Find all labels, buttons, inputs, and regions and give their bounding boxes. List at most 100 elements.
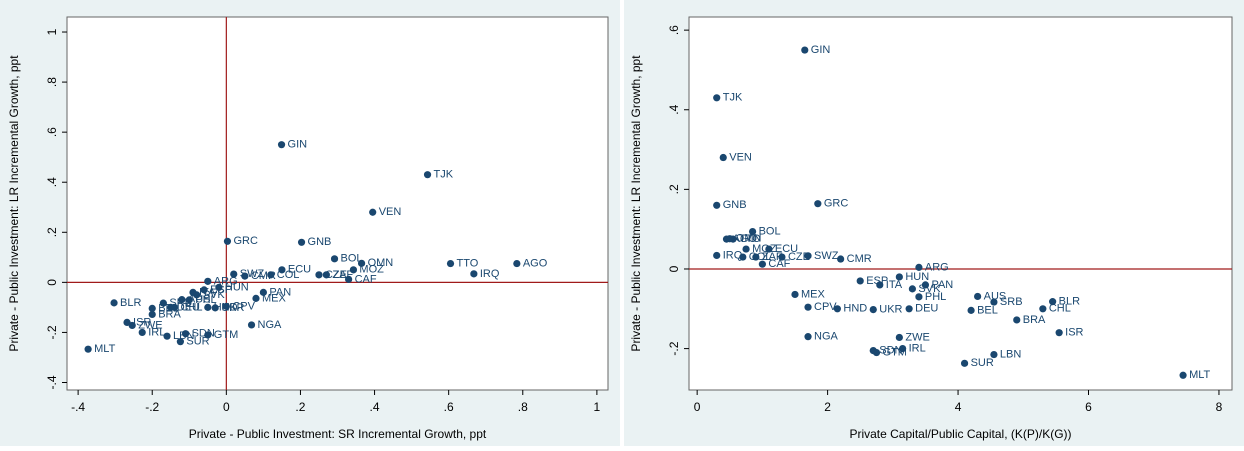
plot-area [688, 16, 1233, 391]
point [726, 235, 734, 243]
point [297, 238, 306, 246]
point [357, 259, 366, 267]
point [921, 281, 930, 289]
point [230, 270, 238, 278]
point [222, 302, 230, 310]
point-label: ZAF [762, 251, 783, 263]
point [369, 208, 377, 216]
point [742, 245, 750, 253]
point [110, 299, 118, 307]
x-tick-label: .2 [295, 400, 305, 414]
point-label: ZWE [905, 331, 929, 343]
point-label: CZE [788, 251, 810, 263]
point-label: ESP [210, 284, 232, 296]
x-axis-title: Private Capital/Public Capital, (K(P)/K(… [849, 427, 1071, 441]
point [895, 273, 903, 281]
point-label: CZE [325, 269, 347, 281]
point [758, 260, 766, 268]
point [778, 253, 786, 261]
y-axis-title: Private - Public Investment: LR Incremen… [7, 55, 21, 352]
point [960, 359, 969, 367]
point [128, 321, 136, 330]
y-tick-label: 0 [45, 279, 59, 286]
point-label: IRQ [723, 249, 743, 261]
point-label: HUN [905, 271, 929, 283]
point [899, 344, 907, 353]
point [833, 305, 841, 313]
point [159, 299, 167, 307]
point-label: OMN [736, 233, 762, 245]
point [178, 296, 186, 304]
point-label: SUR [971, 357, 994, 369]
x-axis-title: Private - Public Investment: SR Incremen… [189, 427, 487, 441]
point-label: SRB [1000, 296, 1023, 308]
point-label: VEN [379, 206, 402, 218]
x-tick-label: .6 [444, 400, 454, 414]
y-axis-title: Private - Public Investment: LR Incremen… [629, 55, 643, 352]
point-label: LBN [1000, 348, 1021, 360]
point [765, 245, 773, 253]
point [804, 303, 812, 311]
point-label: MLT [94, 343, 115, 355]
point-label: CHL [180, 301, 202, 313]
point-label: PHL [195, 294, 216, 306]
point-label: CAF [355, 273, 377, 285]
point [200, 286, 208, 294]
point-label: UKR [879, 303, 902, 315]
point [752, 253, 760, 261]
point-label: HND [214, 301, 238, 313]
point-label: BLR [120, 297, 141, 309]
x-tick-label: -.2 [145, 400, 159, 414]
point [223, 237, 232, 245]
point [470, 270, 478, 278]
point-label: PAN [269, 286, 291, 298]
point-label: PHL [925, 291, 946, 303]
plot-area [66, 16, 609, 391]
point-label: SUR [186, 336, 209, 348]
point [185, 296, 193, 304]
point [837, 255, 845, 263]
point [804, 333, 812, 341]
y-tick-label: .8 [45, 77, 59, 87]
point [804, 252, 812, 260]
point-label: IRQ [480, 268, 500, 280]
point-label: GRC [233, 235, 258, 247]
point-label: GNB [723, 199, 747, 211]
point-label: PAN [931, 279, 953, 291]
y-tick-label: .4 [667, 104, 681, 114]
point-label: NGA [258, 319, 283, 331]
point [869, 305, 877, 314]
x-tick-label: -.4 [71, 400, 85, 414]
point [148, 310, 156, 318]
x-tick-label: 0 [694, 400, 701, 414]
point [189, 288, 197, 296]
point [267, 271, 275, 279]
point [990, 350, 998, 359]
point [1049, 298, 1057, 306]
point [791, 290, 799, 299]
point [1055, 329, 1063, 337]
x-tick-label: 0 [223, 400, 230, 414]
point-label: OMN [368, 257, 394, 269]
point [915, 263, 923, 271]
point [138, 328, 146, 337]
point [719, 153, 727, 162]
point-label: DEU [177, 301, 200, 313]
point [908, 285, 916, 293]
point-label: AUS [984, 290, 1007, 302]
point [349, 266, 358, 274]
point-label: TTO [739, 233, 761, 245]
point [241, 272, 249, 280]
point-label: MEX [262, 292, 287, 304]
point [1179, 371, 1187, 379]
point [974, 292, 982, 301]
point-label: IRL [909, 343, 926, 355]
point [148, 304, 156, 312]
point [211, 304, 219, 312]
point-label: ZWE [138, 319, 162, 331]
y-tick-label: -.2 [667, 341, 681, 355]
point-label: COL [277, 269, 300, 281]
point [739, 253, 747, 261]
y-tick-label: -.4 [45, 375, 59, 389]
point-label: BRA [158, 308, 181, 320]
